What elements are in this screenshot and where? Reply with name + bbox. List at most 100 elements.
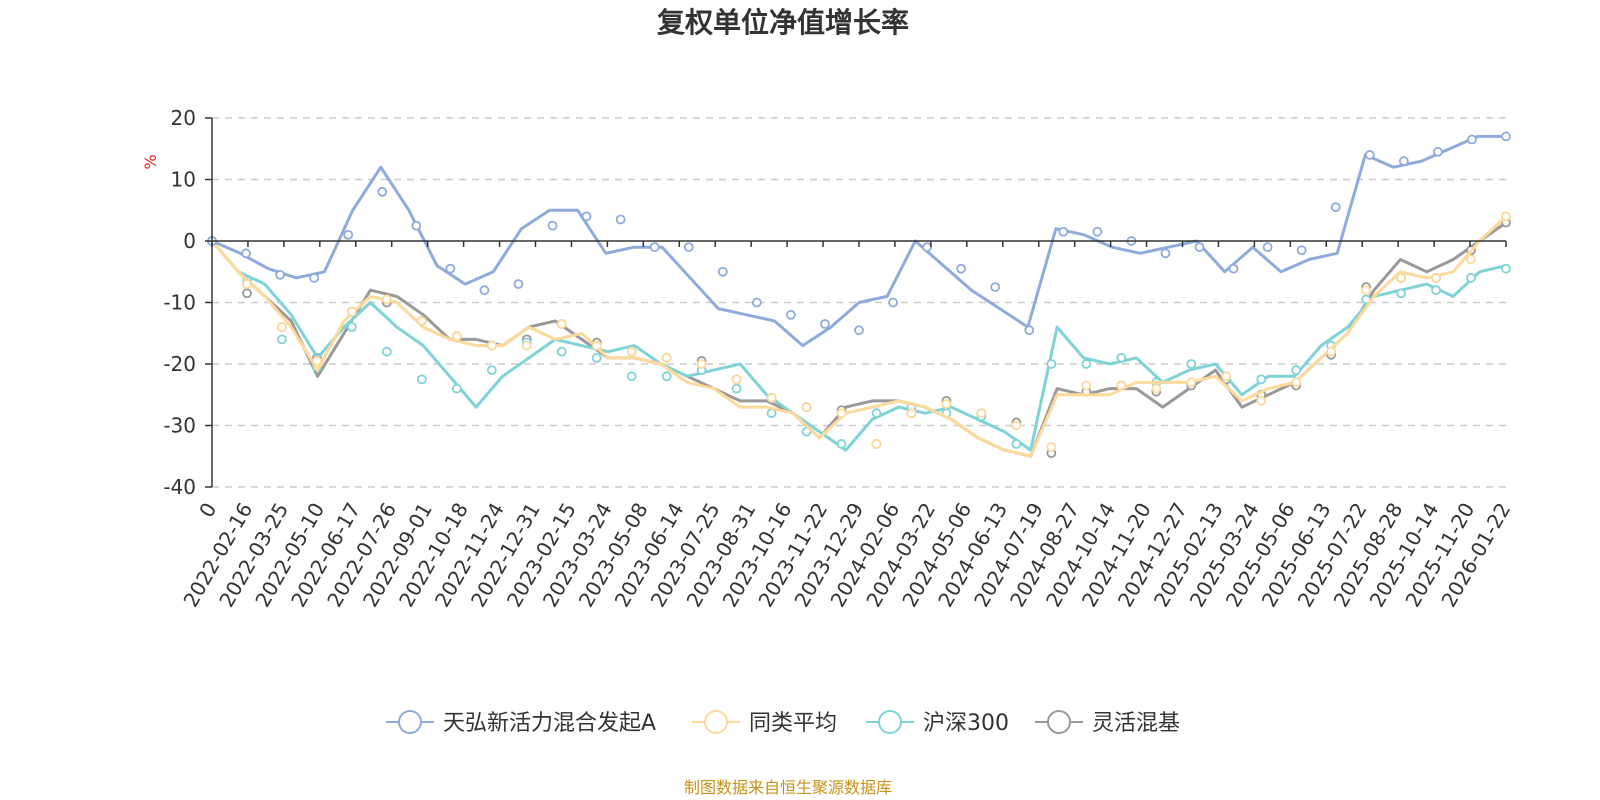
- y-tick-label: -10: [163, 291, 196, 315]
- legend-item[interactable]: 天弘新活力混合发起A: [386, 710, 656, 736]
- data-point: [513, 279, 524, 289]
- data-point: [1396, 288, 1406, 299]
- data-point: [820, 319, 830, 329]
- series-lines: [207, 131, 1511, 459]
- data-point: [445, 263, 456, 274]
- data-point: [1431, 285, 1441, 296]
- data-point: [1466, 272, 1476, 283]
- legend-marker: [704, 710, 728, 734]
- data-point: [1011, 439, 1022, 449]
- data-point: [1058, 226, 1069, 237]
- legend-marker: [878, 710, 902, 734]
- data-point: [1151, 383, 1162, 394]
- data-point: [649, 242, 660, 253]
- chart-title: 复权单位净值增长率: [657, 6, 909, 39]
- data-point: [1228, 263, 1239, 274]
- data-point: [1024, 325, 1035, 336]
- legend-marker: [1047, 710, 1071, 734]
- data-point: [581, 211, 592, 222]
- data-point: [1160, 248, 1171, 259]
- data-point: [836, 439, 847, 449]
- data-point: [1256, 395, 1267, 406]
- data-point: [1081, 380, 1092, 391]
- data-point: [1186, 359, 1197, 369]
- data-point: [346, 306, 357, 317]
- data-point: [1396, 272, 1406, 283]
- data-point: [479, 285, 490, 296]
- data-point: [242, 279, 252, 289]
- data-point: [1467, 134, 1477, 145]
- data-point: [1364, 149, 1375, 160]
- data-point: [854, 325, 864, 336]
- data-point: [1291, 377, 1302, 388]
- y-tick-label: 20: [171, 106, 196, 130]
- data-point: [1116, 380, 1127, 391]
- data-point: [766, 392, 777, 403]
- data-point: [451, 383, 462, 394]
- data-point: [1501, 211, 1511, 222]
- legend[interactable]: 天弘新活力混合发起A 同类平均 沪深300 灵活混基: [386, 710, 1180, 736]
- data-point: [416, 316, 427, 326]
- data-point: [1501, 131, 1511, 142]
- y-tick-label: 10: [171, 168, 196, 192]
- data-point: [990, 282, 1001, 293]
- data-point: [1092, 226, 1103, 237]
- legend-marker: [398, 710, 422, 734]
- series-line: [210, 240, 1507, 452]
- data-point: [731, 383, 742, 394]
- data-point: [1186, 377, 1197, 388]
- y-tick-label: -40: [163, 475, 196, 499]
- data-point: [1116, 352, 1127, 363]
- data-point: [661, 352, 672, 363]
- data-point: [1011, 420, 1022, 431]
- data-point: [888, 297, 898, 308]
- data-point: [871, 408, 882, 419]
- y-tick-label: -30: [163, 414, 196, 438]
- legend-item[interactable]: 沪深300: [866, 710, 1009, 736]
- series-line: [210, 215, 1508, 458]
- y-tick-label: 0: [183, 229, 196, 253]
- data-point: [411, 220, 422, 231]
- data-point: [277, 334, 287, 345]
- data-point: [626, 371, 637, 382]
- x-tick-label: 0: [194, 499, 221, 522]
- legend-label: 天弘新活力混合发起A: [443, 711, 656, 736]
- axes: 20100-10-20-30-4002022-02-162022-03-2520…: [163, 106, 1515, 611]
- data-point: [1262, 242, 1273, 253]
- data-point: [1256, 374, 1267, 385]
- data-point: [1361, 285, 1372, 296]
- data-point: [377, 186, 388, 197]
- data-point: [731, 374, 742, 385]
- data-point: [381, 346, 392, 357]
- data-point: [1326, 346, 1337, 357]
- data-point: [1291, 365, 1302, 376]
- data-point: [309, 272, 320, 283]
- legend-item[interactable]: 同类平均: [692, 710, 837, 736]
- data-point: [346, 322, 357, 333]
- data-point: [451, 331, 462, 342]
- data-point: [615, 214, 626, 225]
- series-group: [207, 217, 1511, 459]
- data-point: [941, 399, 952, 409]
- data-point: [717, 266, 728, 277]
- data-point: [343, 229, 354, 240]
- data-point: [486, 365, 497, 376]
- data-point: [1330, 202, 1341, 213]
- data-point: [661, 371, 672, 382]
- series-line: [211, 134, 1506, 348]
- legend-item[interactable]: 灵活混基: [1035, 710, 1180, 736]
- data-point: [547, 220, 558, 231]
- data-point: [922, 242, 933, 253]
- data-point: [312, 356, 322, 366]
- legend-label: 沪深300: [923, 711, 1009, 736]
- data-point: [1221, 371, 1232, 382]
- data-point: [416, 374, 427, 385]
- data-point: [683, 242, 694, 253]
- data-point: [242, 288, 252, 299]
- data-point: [1431, 272, 1441, 283]
- data-point: [275, 269, 286, 280]
- data-point: [626, 346, 637, 357]
- data-point: [1296, 245, 1307, 256]
